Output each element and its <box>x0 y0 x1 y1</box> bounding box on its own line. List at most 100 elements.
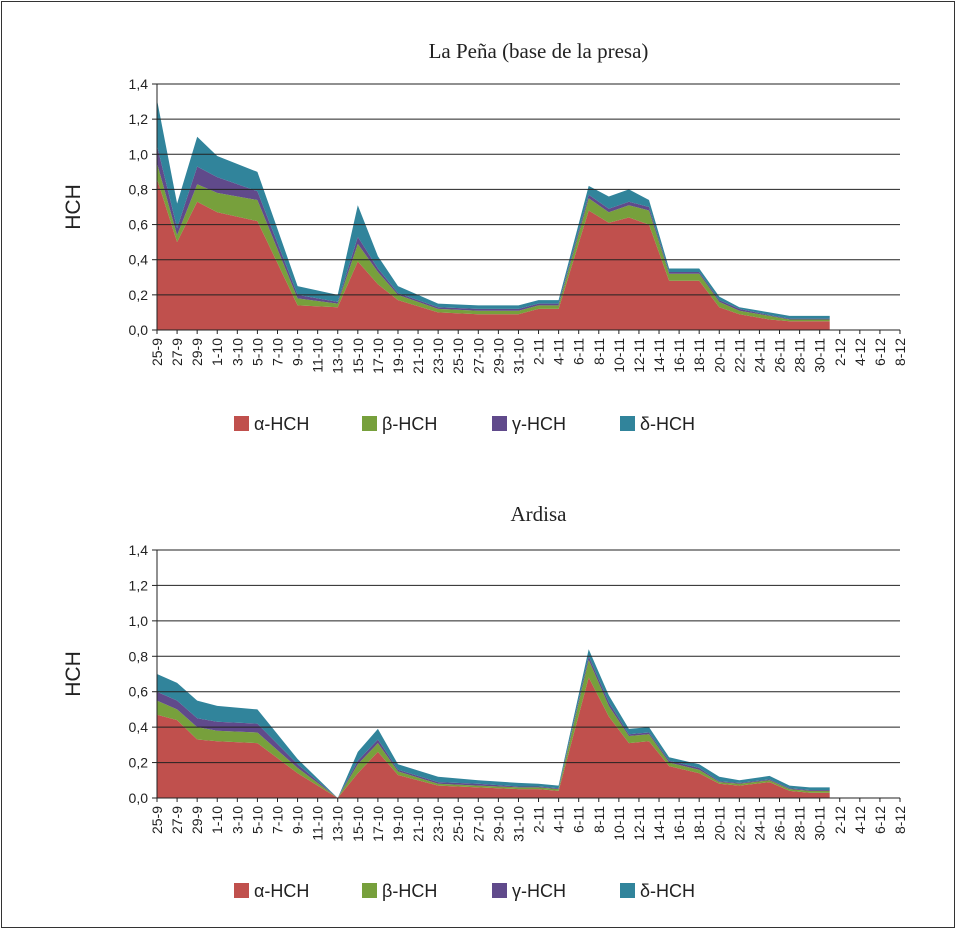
x-tick-label: 29-10 <box>490 806 506 842</box>
y-tick-label: 0,6 <box>129 684 149 700</box>
y-tick-label: 1,0 <box>129 146 149 162</box>
x-tick-label: 27-9 <box>169 806 185 834</box>
x-tick-label: 31-10 <box>510 338 526 374</box>
x-tick-label: 24-11 <box>751 806 767 841</box>
x-tick-label: 2-12 <box>832 806 848 834</box>
x-tick-label: 15-10 <box>350 806 366 842</box>
x-tick-label: 19-10 <box>390 806 406 842</box>
x-tick-label: 4-11 <box>551 806 567 833</box>
x-tick-label: 5-10 <box>249 338 265 366</box>
x-tick-label: 23-10 <box>430 806 446 842</box>
legend-swatch <box>492 883 507 898</box>
x-tick-label: 13-10 <box>330 338 346 374</box>
x-tick-label: 8-12 <box>892 338 908 366</box>
chart-title: Ardisa <box>511 502 568 526</box>
x-tick-label: 3-10 <box>229 338 245 366</box>
x-tick-label: 10-11 <box>611 806 627 841</box>
y-tick-label: 0,4 <box>129 719 149 735</box>
x-tick-label: 20-11 <box>711 806 727 841</box>
area-series-1 <box>157 178 830 330</box>
x-tick-label: 25-9 <box>149 338 165 366</box>
x-tick-label: 29-10 <box>490 338 506 374</box>
x-tick-label: 28-11 <box>792 338 808 373</box>
y-tick-label: 0,2 <box>129 287 149 303</box>
x-tick-label: 6-11 <box>571 806 587 833</box>
x-tick-label: 25-9 <box>149 806 165 834</box>
x-tick-label: 29-9 <box>189 338 205 366</box>
legend-swatch <box>234 883 249 898</box>
y-tick-label: 0,0 <box>129 322 149 338</box>
x-tick-label: 3-10 <box>229 806 245 834</box>
y-tick-label: 1,0 <box>129 613 149 629</box>
x-tick-label: 22-11 <box>731 806 747 841</box>
x-tick-label: 14-11 <box>651 338 667 373</box>
x-tick-label: 14-11 <box>651 806 667 841</box>
legend-swatch <box>362 416 377 431</box>
x-tick-label: 25-10 <box>450 338 466 374</box>
legend-swatch <box>234 416 249 431</box>
legend-label: γ-HCH <box>512 414 566 434</box>
x-tick-label: 19-10 <box>390 338 406 374</box>
legend-label: δ-HCH <box>640 881 695 901</box>
x-tick-label: 1-10 <box>209 338 225 366</box>
y-tick-label: 0,2 <box>129 755 149 771</box>
y-tick-label: 1,4 <box>129 542 149 558</box>
x-tick-label: 24-11 <box>751 338 767 373</box>
x-tick-label: 12-11 <box>631 338 647 373</box>
legend-swatch <box>620 416 635 431</box>
x-tick-label: 18-11 <box>691 806 707 841</box>
x-tick-label: 8-11 <box>591 806 607 833</box>
x-tick-label: 4-12 <box>852 806 868 834</box>
legend-label: γ-HCH <box>512 881 566 901</box>
x-tick-label: 6-12 <box>872 806 888 834</box>
legend-label: δ-HCH <box>640 414 695 434</box>
y-tick-label: 1,2 <box>129 577 149 593</box>
x-tick-label: 11-10 <box>310 338 326 373</box>
y-tick-label: 0,6 <box>129 217 149 233</box>
x-tick-label: 7-10 <box>269 338 285 366</box>
x-tick-label: 4-11 <box>551 338 567 365</box>
legend-label: β-HCH <box>382 881 437 901</box>
x-tick-label: 5-10 <box>249 806 265 834</box>
x-tick-label: 13-10 <box>330 806 346 842</box>
x-tick-label: 26-11 <box>772 338 788 373</box>
x-tick-label: 1-10 <box>209 806 225 834</box>
y-tick-label: 1,2 <box>129 111 149 127</box>
x-tick-label: 27-10 <box>470 338 486 374</box>
legend-swatch <box>620 883 635 898</box>
x-tick-label: 9-10 <box>290 806 306 834</box>
x-tick-label: 20-11 <box>711 338 727 373</box>
x-tick-label: 30-11 <box>812 806 828 841</box>
x-tick-label: 26-11 <box>772 806 788 841</box>
y-tick-label: 0,0 <box>129 790 149 806</box>
x-tick-label: 17-10 <box>370 338 386 374</box>
x-tick-label: 29-9 <box>189 806 205 834</box>
area-series-1 <box>157 677 830 798</box>
x-tick-label: 8-12 <box>892 806 908 834</box>
legend-swatch <box>362 883 377 898</box>
x-tick-label: 6-12 <box>872 338 888 366</box>
x-tick-label: 12-11 <box>631 806 647 841</box>
x-tick-label: 15-10 <box>350 338 366 374</box>
x-tick-label: 4-12 <box>852 338 868 366</box>
x-tick-label: 2-11 <box>531 806 547 833</box>
x-tick-label: 21-10 <box>410 806 426 842</box>
x-tick-label: 9-10 <box>290 338 306 366</box>
chart-panel-1: La Peña (base de la presa) HCH 0,0 0,2 0,4 0,… <box>62 39 908 434</box>
y-axis-label: HCH <box>62 184 85 230</box>
x-tick-label: 22-11 <box>731 338 747 373</box>
x-tick-label: 23-10 <box>430 338 446 374</box>
x-tick-label: 17-10 <box>370 806 386 842</box>
x-tick-label: 8-11 <box>591 338 607 365</box>
chart-title: La Peña (base de la presa) <box>429 39 649 63</box>
x-tick-label: 2-12 <box>832 338 848 366</box>
y-tick-label: 0,8 <box>129 181 149 197</box>
x-tick-label: 2-11 <box>531 338 547 365</box>
legend-label: α-HCH <box>254 881 309 901</box>
y-tick-label: 1,4 <box>129 76 149 92</box>
y-tick-label: 0,4 <box>129 252 149 268</box>
x-tick-label: 28-11 <box>792 806 808 841</box>
x-tick-label: 21-10 <box>410 338 426 374</box>
